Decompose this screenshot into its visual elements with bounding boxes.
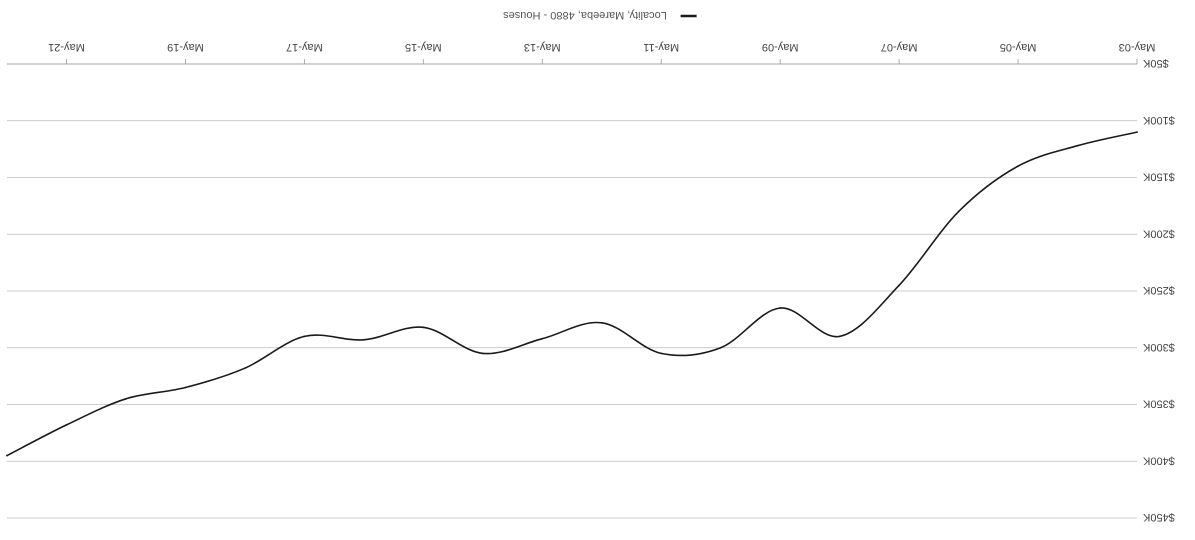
data-point xyxy=(422,326,425,329)
x-tick-label: May-03 xyxy=(1119,41,1156,53)
x-tick-label: May-11 xyxy=(643,41,679,53)
x-axis-tick-labels: May-03 May-05 May-07 May-09 May-11 May-13 May-… xyxy=(48,41,1155,53)
y-tick-label: $250K xyxy=(1142,284,1174,296)
data-point xyxy=(243,367,246,370)
y-tick-label: $150K xyxy=(1142,171,1174,183)
y-tick-label: $400K xyxy=(1142,454,1174,466)
data-point xyxy=(303,335,306,338)
x-tick-label: May-05 xyxy=(1000,41,1037,53)
data-point xyxy=(481,352,484,355)
x-tick-label: May-07 xyxy=(881,41,918,53)
y-tick-label: $200K xyxy=(1142,227,1174,239)
data-point xyxy=(1136,131,1138,133)
x-tick-label: May-13 xyxy=(524,41,561,53)
data-point xyxy=(125,397,127,400)
data-point xyxy=(719,346,722,349)
data-point xyxy=(838,335,841,338)
legend-label: Locality, Mareeba, 4880 - Houses xyxy=(503,9,667,21)
series-line xyxy=(6,131,1138,457)
series-layer xyxy=(6,131,1138,457)
gridlines xyxy=(7,59,1138,519)
data-point xyxy=(779,307,782,309)
data-point xyxy=(957,210,960,213)
y-tick-label: $300K xyxy=(1142,341,1174,353)
x-tick-label: May-09 xyxy=(762,41,799,53)
y-tick-label: $100K xyxy=(1142,114,1174,126)
y-tick-label: $50K xyxy=(1142,57,1168,69)
data-point xyxy=(1076,144,1079,147)
data-point xyxy=(184,386,187,389)
data-point xyxy=(600,321,603,324)
data-point xyxy=(541,337,544,340)
x-tick-label: May-17 xyxy=(286,41,323,53)
x-tick-label: May-19 xyxy=(167,41,204,53)
data-point xyxy=(65,424,68,426)
data-point xyxy=(6,454,8,457)
x-tick-label: May-15 xyxy=(405,41,442,53)
y-tick-label: $450K xyxy=(1142,511,1174,523)
y-tick-label: $350K xyxy=(1142,398,1174,410)
data-point xyxy=(660,352,663,355)
data-point xyxy=(1017,165,1019,168)
data-point xyxy=(362,338,365,341)
data-point xyxy=(898,284,901,287)
y-axis-tick-labels: $50K $100K $150K $200K $250K $300K $350K $400K $… xyxy=(1142,57,1174,523)
legend: Locality, Mareeba, 4880 - Houses xyxy=(503,9,697,21)
x-tick-label: May-21 xyxy=(48,41,85,53)
